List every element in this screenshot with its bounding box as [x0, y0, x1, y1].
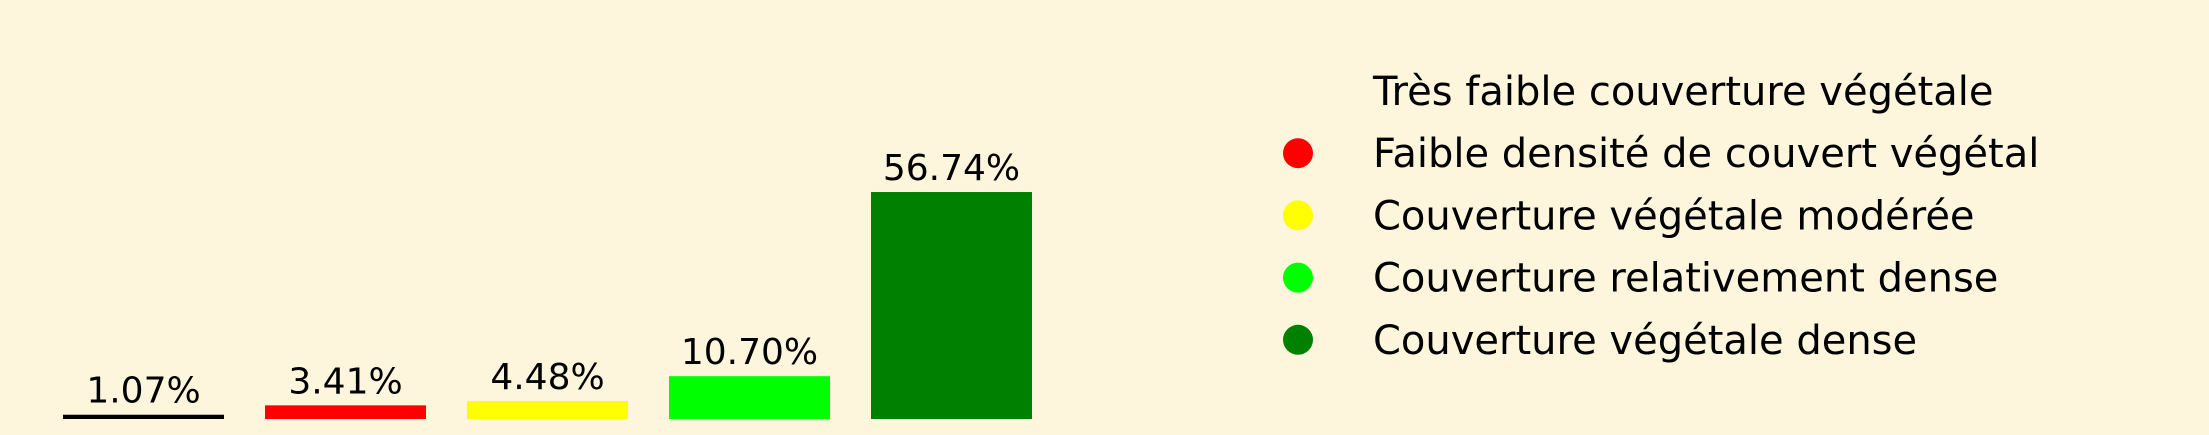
legend-label-5: Couverture végétale dense	[1373, 318, 1917, 364]
legend-marker-4	[1283, 262, 1313, 293]
legend-label-1: Très faible couverture végétale	[1372, 69, 1994, 115]
legend-label-4: Couverture relativement dense	[1373, 256, 1998, 302]
bar-value-label-1: 1.07%	[86, 371, 200, 412]
legend-label-2: Faible densité de couvert végétal	[1373, 131, 2039, 177]
legend-marker-2	[1283, 138, 1313, 169]
bar-4	[669, 376, 830, 419]
legend-label-3: Couverture végétale modérée	[1373, 193, 1975, 239]
bar-value-label-4: 10.70%	[681, 332, 818, 373]
legend: Très faible couverture végétale Faible de…	[1283, 69, 2039, 364]
bar-value-label-5: 56.74%	[883, 148, 1020, 189]
legend-marker-5	[1283, 324, 1313, 355]
legend-marker-3	[1283, 200, 1313, 231]
bar-value-label-3: 4.48%	[490, 357, 604, 398]
bar-1	[63, 414, 224, 419]
bars-group: 1.07% 3.41% 4.48% 10.70% 56.74%	[63, 148, 1032, 419]
bar-2	[265, 405, 426, 419]
bar-3	[467, 401, 628, 419]
bar-value-label-2: 3.41%	[288, 361, 402, 402]
bar-5	[871, 192, 1032, 419]
